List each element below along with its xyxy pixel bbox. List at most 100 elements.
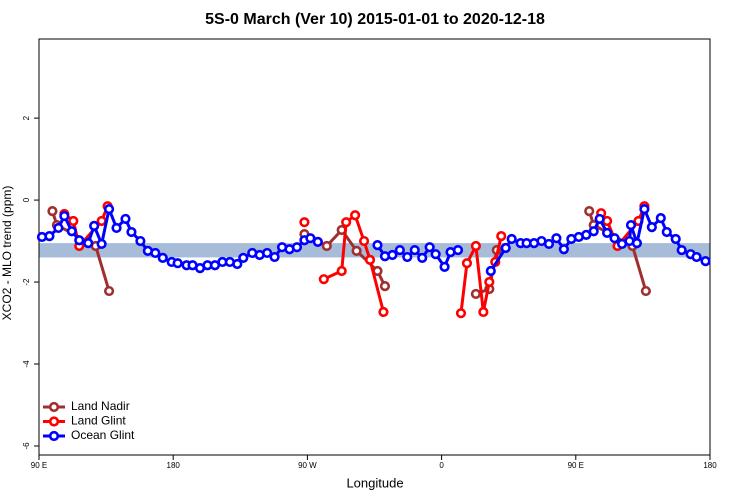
data-point bbox=[394, 244, 405, 256]
series-line bbox=[63, 205, 646, 314]
data-point bbox=[455, 308, 467, 319]
data-point bbox=[103, 285, 115, 297]
data-point bbox=[238, 252, 249, 263]
data-point bbox=[372, 240, 383, 251]
x-tick-label: 180 bbox=[167, 461, 181, 470]
data-point bbox=[646, 222, 657, 233]
data-point bbox=[470, 288, 481, 300]
reference-band bbox=[39, 243, 710, 258]
data-point bbox=[358, 235, 370, 247]
data-point bbox=[378, 306, 389, 318]
data-point bbox=[305, 233, 316, 244]
data-point bbox=[291, 242, 303, 253]
data-point bbox=[103, 203, 115, 215]
data-point bbox=[670, 233, 681, 245]
data-point bbox=[318, 274, 329, 285]
legend-label: Land Glint bbox=[71, 414, 126, 428]
legend-marker bbox=[48, 416, 60, 427]
data-point bbox=[631, 238, 643, 249]
data-point bbox=[47, 206, 58, 217]
data-point bbox=[551, 233, 562, 244]
data-point bbox=[53, 222, 64, 234]
data-point bbox=[625, 219, 637, 231]
data-point bbox=[262, 247, 273, 259]
data-point bbox=[379, 281, 391, 292]
data-point bbox=[387, 249, 398, 261]
data-point bbox=[68, 215, 79, 227]
data-point bbox=[496, 231, 507, 242]
x-tick-label: 180 bbox=[703, 461, 717, 470]
data-point bbox=[484, 276, 495, 288]
data-point bbox=[336, 265, 347, 277]
data-point bbox=[135, 235, 146, 247]
data-point bbox=[232, 258, 243, 270]
data-point bbox=[609, 233, 620, 244]
data-point bbox=[461, 258, 473, 269]
data-point bbox=[543, 238, 555, 250]
data-point bbox=[350, 210, 361, 221]
legend-marker bbox=[48, 401, 60, 413]
data-point bbox=[351, 245, 362, 256]
y-axis-title: XCO2 - MLO trend (ppm) bbox=[0, 186, 14, 321]
data-point bbox=[96, 238, 107, 250]
legend-label: Ocean Glint bbox=[71, 428, 135, 442]
legend-marker bbox=[48, 430, 60, 442]
data-point bbox=[341, 217, 352, 228]
data-point bbox=[150, 247, 161, 259]
data-point bbox=[83, 238, 94, 249]
x-tick-label: 90 E bbox=[31, 461, 47, 470]
data-point bbox=[111, 222, 122, 234]
data-point bbox=[676, 244, 687, 256]
data-point bbox=[640, 285, 651, 297]
legend-label: Land Nadir bbox=[71, 399, 130, 413]
data-point bbox=[402, 251, 413, 263]
data-point bbox=[312, 236, 323, 247]
data-point bbox=[96, 215, 107, 227]
data-point bbox=[120, 213, 131, 225]
data-point bbox=[452, 244, 464, 256]
data-point bbox=[89, 220, 100, 231]
x-tick-label: 0 bbox=[439, 461, 444, 470]
data-point bbox=[299, 217, 310, 228]
chart-title: 5S-0 March (Ver 10) 2015-01-01 to 2020-1… bbox=[205, 11, 545, 28]
y-tick-label: -2 bbox=[22, 278, 31, 286]
data-point bbox=[66, 226, 77, 237]
data-point bbox=[424, 242, 435, 253]
y-tick-label: 0 bbox=[22, 197, 31, 202]
data-point bbox=[581, 229, 592, 241]
plot-frame bbox=[38, 38, 711, 456]
data-point bbox=[364, 254, 376, 266]
data-point bbox=[126, 226, 137, 238]
data-point bbox=[584, 206, 595, 217]
data-point bbox=[506, 233, 517, 245]
data-point bbox=[639, 203, 650, 215]
x-axis-title: Longitude bbox=[346, 475, 403, 490]
data-point bbox=[74, 235, 85, 246]
data-point bbox=[172, 258, 183, 269]
data-point bbox=[439, 261, 450, 272]
data-point bbox=[558, 244, 569, 255]
data-point bbox=[700, 256, 711, 267]
data-point bbox=[409, 244, 420, 256]
data-point bbox=[655, 213, 666, 224]
data-point bbox=[588, 226, 599, 237]
y-tick-label: 2 bbox=[22, 115, 31, 120]
y-tick-label: -4 bbox=[22, 360, 31, 368]
x-tick-label: 90 W bbox=[298, 461, 317, 470]
data-point bbox=[691, 251, 702, 263]
data-point bbox=[430, 249, 441, 260]
data-point bbox=[602, 227, 613, 238]
data-point bbox=[500, 242, 511, 254]
data-point bbox=[470, 240, 481, 252]
data-point bbox=[321, 240, 332, 252]
data-point bbox=[661, 226, 672, 238]
x-tick-label: 90 E bbox=[568, 461, 584, 470]
data-point bbox=[157, 252, 168, 263]
data-point bbox=[478, 306, 489, 318]
y-tick-label: -6 bbox=[22, 442, 31, 450]
data-point bbox=[417, 252, 428, 263]
data-point bbox=[594, 213, 605, 225]
data-point bbox=[485, 265, 496, 277]
data-point bbox=[59, 210, 70, 222]
